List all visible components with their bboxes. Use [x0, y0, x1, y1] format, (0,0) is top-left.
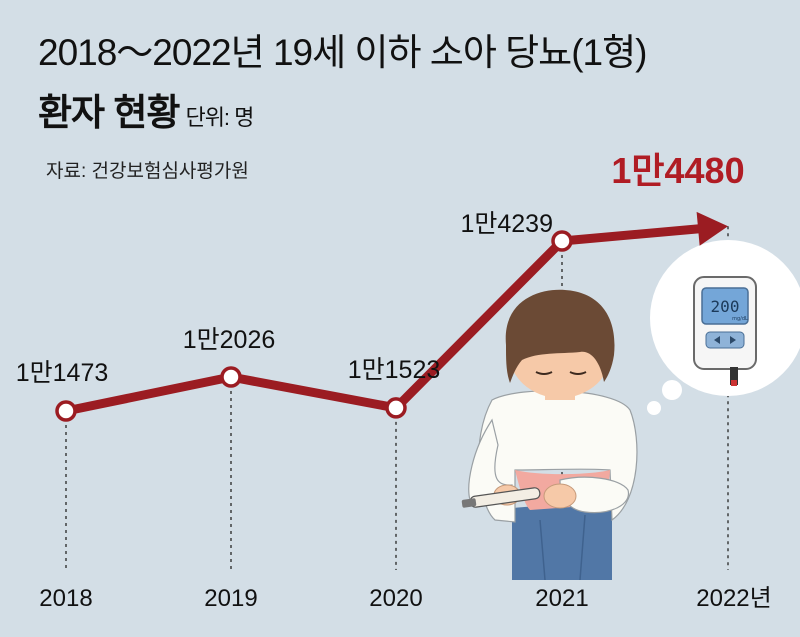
- child-illustration: [461, 289, 638, 581]
- meter-reading: 200: [711, 297, 740, 316]
- data-label-2020: 1만1523: [348, 356, 441, 384]
- data-label-2018: 1만1473: [16, 359, 109, 387]
- x-tick-0: 2018: [39, 585, 92, 612]
- source-label: 자료: 건강보험심사평가원: [46, 161, 249, 182]
- x-tick-4: 2022년: [696, 585, 771, 612]
- data-point-2019: [220, 366, 242, 388]
- x-axis-ticks: 2018 2019 2020 2021 2022년: [39, 585, 771, 612]
- data-label-2022년: 1만4480: [611, 150, 744, 191]
- data-labels: 1만1473 1만2026 1만1523 1만4239 1만4480: [16, 150, 745, 387]
- chart-title: 2018～2022년 19세 이하 소아 당뇨(1형): [38, 32, 647, 73]
- x-tick-1: 2019: [204, 585, 257, 612]
- data-label-2019: 1만2026: [183, 326, 276, 354]
- data-label-2021: 1만4239: [460, 210, 553, 238]
- data-point-2020: [385, 397, 407, 419]
- data-points: [55, 230, 573, 422]
- chart-title-line2: 환자 현황 단위: 명: [38, 82, 254, 136]
- data-point-2018: [55, 400, 77, 422]
- chart-title-line2-text: 환자 현황: [38, 92, 180, 133]
- glucose-meter-bubble: 200 mg/dL: [647, 240, 800, 415]
- meter-unit: mg/dL: [732, 316, 748, 322]
- x-tick-2: 2020: [369, 585, 422, 612]
- arrow-head: [696, 211, 728, 246]
- data-point-2021: [551, 230, 573, 252]
- x-tick-3: 2021: [535, 585, 588, 612]
- unit-label: 단위: 명: [185, 105, 254, 130]
